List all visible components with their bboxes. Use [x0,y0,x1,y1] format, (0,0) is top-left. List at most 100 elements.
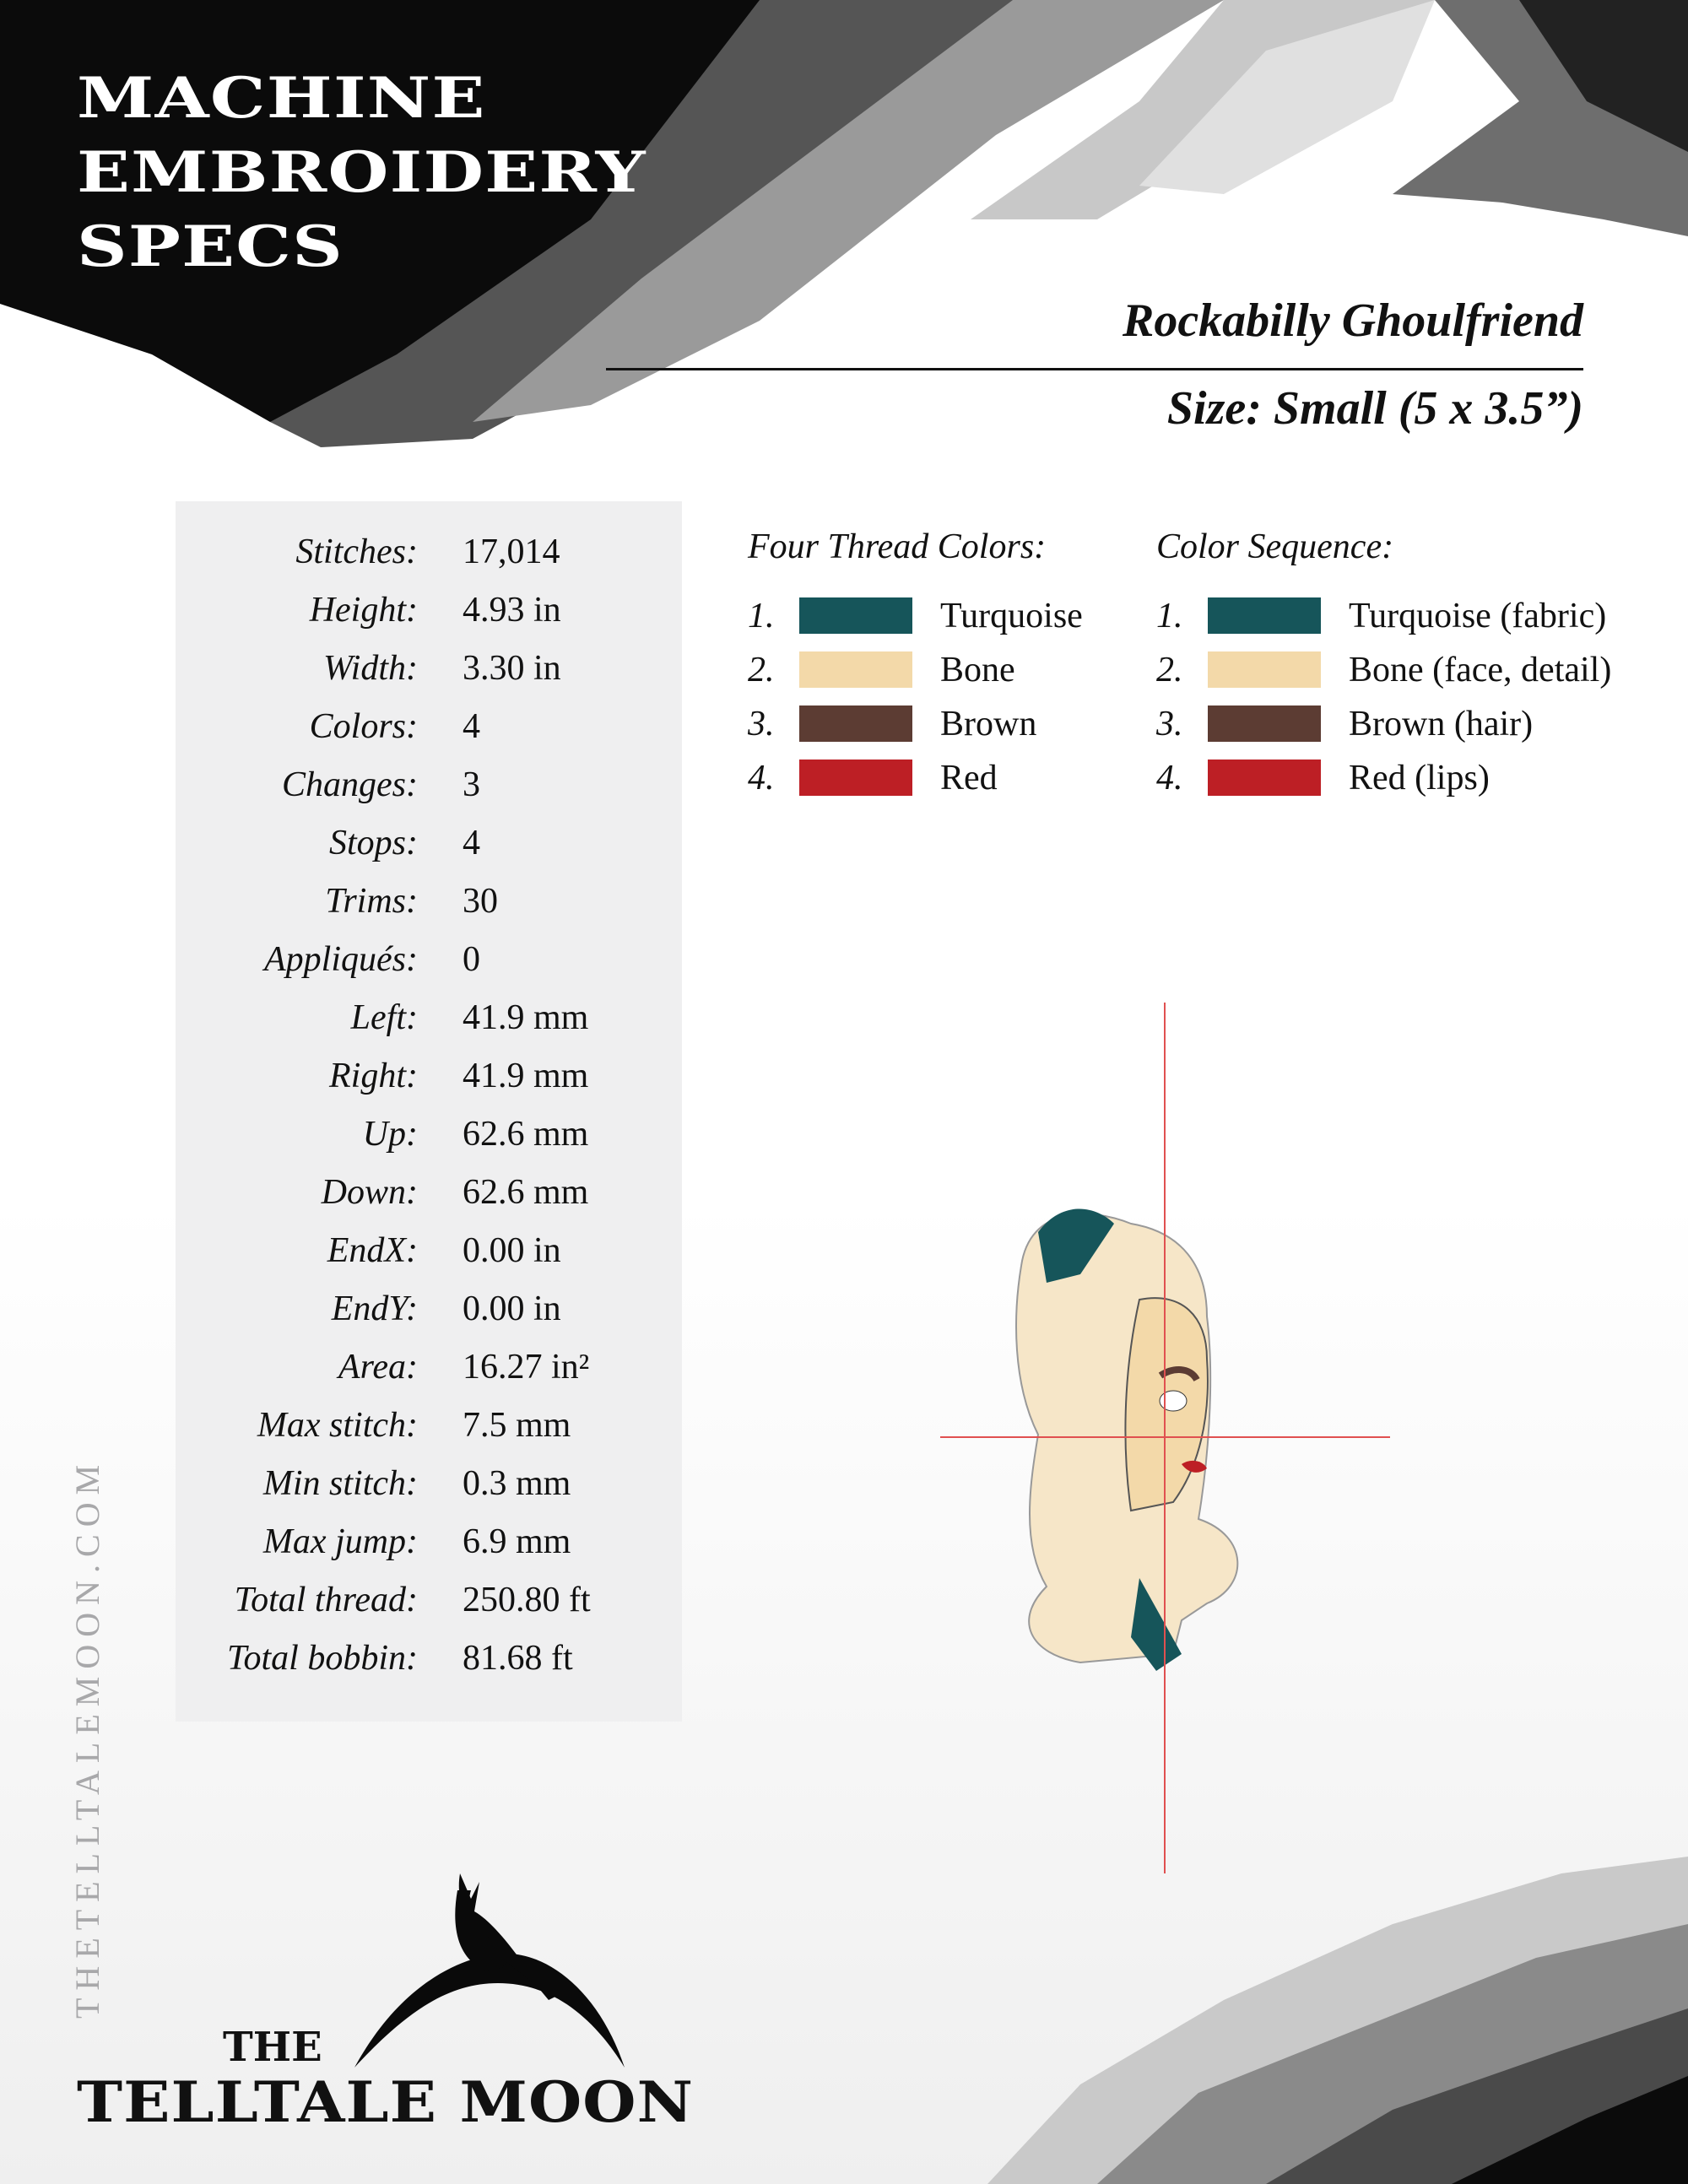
spec-value: 4.93 in [463,591,561,630]
design-name: Rockabilly Ghoulfriend [1122,295,1583,347]
spec-label: Total bobbin: [227,1639,418,1678]
color-number: 2. [1156,651,1183,689]
color-number: 1. [1156,597,1183,635]
spec-value: 4 [463,707,480,746]
page-title: MACHINE EMBROIDERY SPECS [77,61,647,284]
spec-row: Right: 41.9 mm [176,1056,682,1114]
spec-label: Max jump: [262,1522,418,1561]
color-swatch [1208,597,1321,634]
spec-value: 4 [463,824,480,862]
spec-row: Appliqués: 0 [176,939,682,997]
spec-value: 16.27 in² [463,1348,590,1387]
embroidery-preview [940,1003,1390,1873]
spec-row: Min stitch: 0.3 mm [176,1463,682,1522]
color-number: 3. [1156,705,1183,743]
color-name: Brown (hair) [1349,705,1534,743]
color-swatch [1208,760,1321,796]
spec-label: Down: [321,1173,418,1212]
spec-row: Total bobbin: 81.68 ft [176,1638,682,1696]
color-number: 1. [748,597,775,635]
spec-label: Min stitch: [262,1464,418,1503]
color-name: Bone (face, detail) [1349,651,1612,689]
spec-label: Stops: [329,824,418,862]
spec-value: 41.9 mm [463,998,589,1037]
design-size: Size: Small (5 x 3.5”) [1166,382,1583,435]
spec-label: Area: [338,1348,418,1387]
spec-row: Total thread: 250.80 ft [176,1580,682,1638]
spec-label: Width: [323,649,418,688]
color-number: 4. [748,759,775,797]
logo-text-name: TELLTALE MOON [77,2069,695,2135]
title-line: SPECS [77,214,344,279]
spec-row: Colors: 4 [176,706,682,765]
spec-value: 30 [463,882,498,921]
color-row: 2. Bone (face, detail) [1156,650,1629,704]
spec-row: Left: 41.9 mm [176,997,682,1056]
spec-value: 17,014 [463,532,560,571]
spec-value: 3.30 in [463,649,561,688]
color-name: Turquoise (fabric) [1349,597,1607,635]
spec-label: Max stitch: [257,1406,418,1445]
spec-label: Left: [350,998,418,1037]
spec-row: Stops: 4 [176,823,682,881]
spec-row: Up: 62.6 mm [176,1114,682,1172]
spec-label: Height: [309,591,418,630]
color-swatch [1208,651,1321,688]
spec-value: 62.6 mm [463,1115,589,1154]
color-swatch [799,597,912,634]
title-line: EMBROIDERY [77,139,647,205]
spec-value: 0 [463,940,480,979]
color-number: 4. [1156,759,1183,797]
color-row: 3. Brown [748,704,1220,758]
spec-value: 6.9 mm [463,1522,571,1561]
divider [606,368,1583,370]
brush-stroke-decoration-top [0,0,1688,447]
spec-row: Down: 62.6 mm [176,1172,682,1230]
spec-label: Trims: [325,882,418,921]
spec-row: Stitches: 17,014 [176,532,682,590]
spec-row: EndY: 0.00 in [176,1289,682,1347]
spec-row: Max stitch: 7.5 mm [176,1405,682,1463]
design-illustration [1015,1208,1239,1671]
color-name: Bone [940,651,1015,689]
spec-label: Changes: [282,765,418,804]
raven-moon-logo-icon [354,1873,625,2068]
color-swatch [799,760,912,796]
spec-row: Area: 16.27 in² [176,1347,682,1405]
thread-colors-heading: Four Thread Colors: [748,527,1047,566]
spec-value: 0.00 in [463,1231,561,1270]
spec-panel: Stitches: 17,014 Height: 4.93 in Width: 3.30 … [176,501,682,1722]
spec-row: Height: 4.93 in [176,590,682,648]
spec-row: Max jump: 6.9 mm [176,1522,682,1580]
spec-row: EndX: 0.00 in [176,1230,682,1289]
color-row: 1. Turquoise [748,596,1220,650]
spec-value: 0.00 in [463,1289,561,1328]
color-name: Red [940,759,998,797]
spec-label: Appliqués: [264,940,418,979]
spec-value: 81.68 ft [463,1639,573,1678]
website-url: THETELLTALEMOON.COM [68,1457,106,2019]
color-swatch [799,651,912,688]
color-row: 2. Bone [748,650,1220,704]
color-row: 4. Red [748,758,1220,812]
spec-label: Colors: [309,707,418,746]
color-name: Turquoise [940,597,1083,635]
logo-text-the: THE [223,2024,322,2071]
spec-label: Up: [362,1115,418,1154]
spec-value: 41.9 mm [463,1057,589,1095]
title-line: MACHINE [77,65,486,131]
spec-row: Changes: 3 [176,765,682,823]
color-number: 2. [748,651,775,689]
color-row: 1. Turquoise (fabric) [1156,596,1629,650]
spec-label: Right: [329,1057,418,1095]
spec-label: Stitches: [295,532,418,571]
spec-value: 250.80 ft [463,1581,591,1619]
color-row: 3. Brown (hair) [1156,704,1629,758]
spec-value: 7.5 mm [463,1406,571,1445]
spec-label: Total thread: [234,1581,418,1619]
spec-label: EndX: [327,1231,418,1270]
spec-value: 3 [463,765,480,804]
color-swatch [799,705,912,742]
spec-value: 62.6 mm [463,1173,589,1212]
spec-row: Trims: 30 [176,881,682,939]
